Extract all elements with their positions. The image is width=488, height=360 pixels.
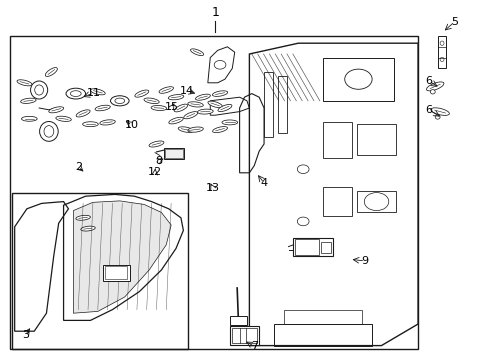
Ellipse shape bbox=[195, 94, 210, 100]
Text: 1: 1 bbox=[211, 6, 219, 19]
Ellipse shape bbox=[212, 91, 227, 96]
Ellipse shape bbox=[426, 82, 443, 91]
Ellipse shape bbox=[21, 116, 37, 121]
Ellipse shape bbox=[212, 127, 227, 132]
Ellipse shape bbox=[429, 90, 434, 94]
Bar bbox=[12, 193, 188, 349]
Bar bbox=[231, 328, 257, 343]
Bar bbox=[437, 36, 446, 68]
Bar bbox=[165, 149, 183, 158]
Bar bbox=[322, 58, 393, 101]
Ellipse shape bbox=[218, 104, 231, 112]
Ellipse shape bbox=[190, 49, 203, 55]
Bar bbox=[293, 238, 332, 256]
Text: 14: 14 bbox=[180, 86, 193, 96]
Bar bbox=[163, 148, 184, 159]
Bar bbox=[273, 324, 371, 346]
Text: 3: 3 bbox=[22, 330, 29, 340]
Bar bbox=[322, 122, 351, 158]
Bar bbox=[356, 191, 395, 212]
Bar bbox=[320, 242, 330, 253]
Bar bbox=[356, 124, 395, 155]
Bar bbox=[229, 326, 259, 345]
Ellipse shape bbox=[430, 108, 448, 116]
Ellipse shape bbox=[76, 215, 90, 220]
Ellipse shape bbox=[76, 110, 90, 117]
Ellipse shape bbox=[174, 104, 187, 112]
Text: 11: 11 bbox=[87, 88, 101, 98]
Ellipse shape bbox=[135, 90, 148, 97]
Ellipse shape bbox=[222, 120, 237, 125]
Text: 5: 5 bbox=[450, 17, 457, 27]
Text: 4: 4 bbox=[260, 178, 267, 188]
Bar bbox=[294, 239, 319, 255]
Ellipse shape bbox=[151, 105, 166, 111]
Text: 6: 6 bbox=[425, 76, 431, 86]
Bar bbox=[283, 310, 361, 324]
Ellipse shape bbox=[56, 116, 71, 121]
Bar bbox=[10, 36, 417, 349]
Text: 12: 12 bbox=[148, 167, 162, 177]
Text: 9: 9 bbox=[361, 256, 368, 266]
Ellipse shape bbox=[40, 122, 58, 141]
Ellipse shape bbox=[115, 98, 124, 104]
Ellipse shape bbox=[207, 101, 222, 108]
Ellipse shape bbox=[70, 91, 81, 96]
Ellipse shape bbox=[20, 98, 36, 103]
Ellipse shape bbox=[149, 141, 163, 147]
Bar bbox=[264, 72, 272, 137]
Bar bbox=[105, 266, 127, 279]
Ellipse shape bbox=[49, 107, 63, 113]
Bar bbox=[277, 76, 286, 133]
Text: 2: 2 bbox=[75, 162, 81, 172]
Polygon shape bbox=[73, 201, 171, 313]
Text: 13: 13 bbox=[205, 183, 219, 193]
Bar bbox=[229, 316, 246, 325]
Ellipse shape bbox=[183, 112, 197, 119]
Ellipse shape bbox=[95, 105, 110, 111]
Bar bbox=[102, 265, 129, 281]
Ellipse shape bbox=[168, 117, 183, 124]
Ellipse shape bbox=[100, 120, 115, 125]
Ellipse shape bbox=[66, 88, 85, 99]
Ellipse shape bbox=[110, 96, 129, 106]
Ellipse shape bbox=[187, 127, 203, 132]
Ellipse shape bbox=[45, 68, 57, 76]
Ellipse shape bbox=[82, 122, 98, 127]
Text: 7: 7 bbox=[250, 341, 257, 351]
Text: 15: 15 bbox=[165, 102, 179, 112]
Ellipse shape bbox=[187, 102, 203, 107]
Bar bbox=[322, 187, 351, 216]
Ellipse shape bbox=[434, 115, 439, 119]
Ellipse shape bbox=[81, 226, 95, 231]
Ellipse shape bbox=[168, 95, 183, 100]
Text: 10: 10 bbox=[125, 120, 139, 130]
Ellipse shape bbox=[197, 109, 213, 114]
Text: 6: 6 bbox=[425, 105, 431, 115]
Ellipse shape bbox=[90, 89, 105, 95]
Ellipse shape bbox=[178, 127, 193, 132]
Ellipse shape bbox=[30, 81, 48, 99]
Ellipse shape bbox=[143, 98, 159, 104]
Text: 8: 8 bbox=[155, 156, 162, 166]
Ellipse shape bbox=[17, 80, 32, 86]
Ellipse shape bbox=[159, 87, 173, 93]
